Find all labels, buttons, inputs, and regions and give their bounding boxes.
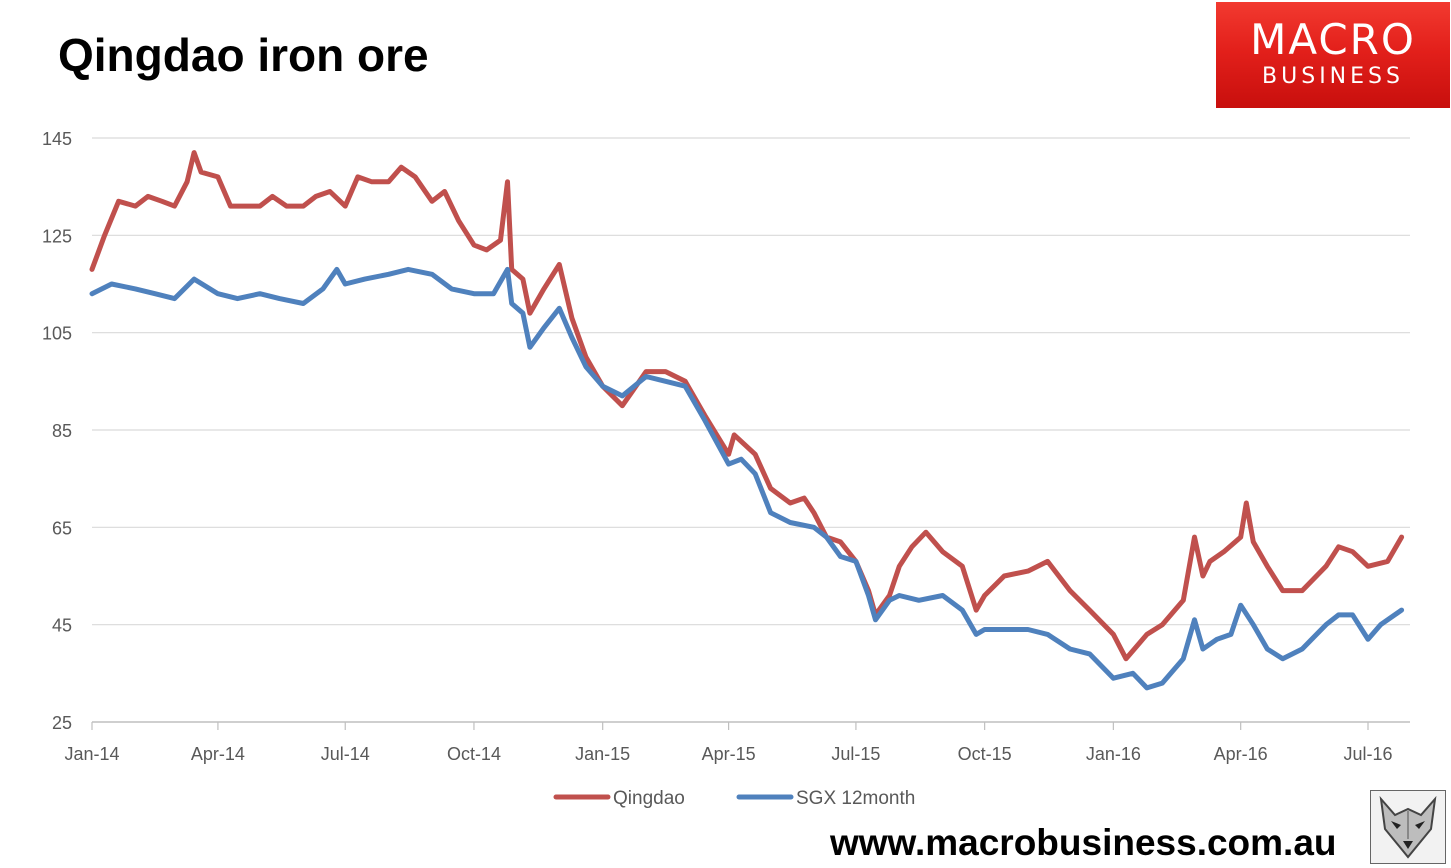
legend-label: Qingdao	[613, 788, 685, 809]
y-tick-label: 145	[42, 129, 72, 149]
legend: Qingdao SGX 12month	[553, 788, 915, 809]
website-url: www.macrobusiness.com.au	[830, 822, 1337, 863]
legend-label: SGX 12month	[796, 788, 915, 809]
x-tick-label: Apr-15	[702, 744, 756, 764]
y-tick-label: 125	[42, 226, 72, 246]
gridlines	[92, 137, 1410, 626]
logo-text-business: BUSINESS	[1262, 64, 1404, 89]
series-lines	[89, 150, 1405, 691]
series-line-sgx-12month	[89, 266, 1405, 691]
series-line-qingdao	[89, 150, 1405, 662]
y-tick-label: 105	[42, 324, 72, 344]
x-tick-label: Apr-16	[1214, 744, 1268, 764]
x-axis	[91, 721, 1410, 730]
y-tick-label: 45	[52, 616, 72, 636]
y-tick-label: 25	[52, 713, 72, 733]
logo-text-macro: MACRO	[1250, 15, 1416, 64]
x-axis-tick-labels: Jan-14 Apr-14 Jul-14 Oct-14 Jan-15 Apr-15 Jul-…	[64, 744, 1392, 764]
x-tick-label: Jan-16	[1086, 744, 1141, 764]
y-tick-label: 85	[52, 421, 72, 441]
x-tick-label: Oct-15	[958, 744, 1012, 764]
x-tick-label: Jan-14	[64, 744, 119, 764]
x-tick-label: Jan-15	[575, 744, 630, 764]
y-tick-label: 65	[52, 518, 72, 538]
x-tick-label: Apr-14	[191, 744, 245, 764]
wolf-icon	[1370, 790, 1446, 864]
x-tick-label: Jul-14	[321, 744, 370, 764]
chart-title: Qingdao iron ore	[58, 29, 429, 81]
y-axis-tick-labels: 25 45 65 85 105 125 145	[42, 129, 72, 733]
x-tick-label: Oct-14	[447, 744, 501, 764]
x-tick-label: Jul-15	[831, 744, 880, 764]
x-tick-label: Jul-16	[1343, 744, 1392, 764]
macro-business-logo: MACRO BUSINESS	[1216, 2, 1450, 108]
